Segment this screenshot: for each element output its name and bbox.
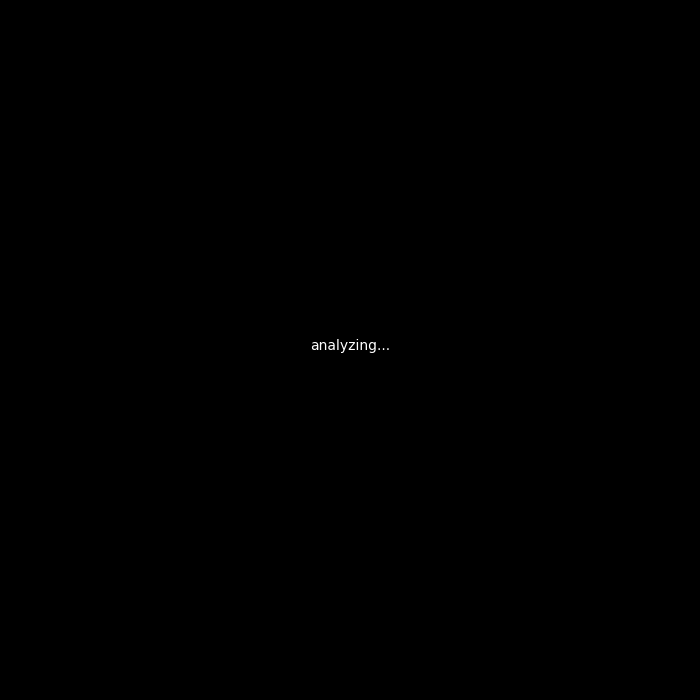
Text: analyzing...: analyzing... (310, 339, 390, 353)
